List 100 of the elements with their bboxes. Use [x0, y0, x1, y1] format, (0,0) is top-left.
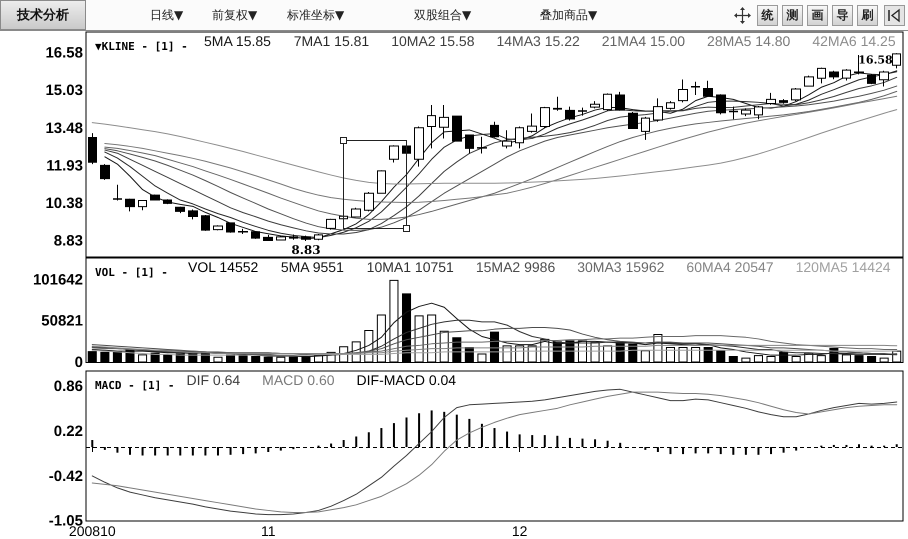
candlestick — [150, 194, 160, 202]
line-series — [92, 109, 898, 185]
y-tick-label: 8.83 — [54, 232, 83, 250]
candlestick — [829, 70, 839, 80]
candlestick — [452, 115, 462, 142]
dropdown-menu: 叠加商品▼ — [540, 8, 598, 22]
text: 42MA6 14.25 — [812, 33, 896, 49]
candlestick — [175, 206, 185, 214]
line-series — [104, 96, 898, 203]
text: 120MA5 14424 — [796, 259, 891, 275]
text: 14MA3 15.22 — [496, 33, 580, 49]
candlestick — [251, 230, 260, 240]
text: 5MA 15.85 — [204, 33, 272, 49]
line-series — [92, 344, 898, 354]
candlestick — [364, 192, 374, 212]
bar — [468, 418, 470, 448]
y-tick-label: 10.38 — [45, 194, 83, 212]
text: DIF 0.64 — [186, 372, 240, 388]
candlestick — [100, 164, 110, 180]
text: VOL 14552 — [188, 259, 259, 275]
candlestick — [678, 79, 688, 103]
candlestick — [804, 75, 814, 88]
candlestick — [716, 94, 726, 115]
text: 7MA1 15.81 — [294, 33, 370, 49]
candlestick — [238, 228, 248, 234]
candlestick — [641, 116, 650, 140]
candlestick — [389, 144, 399, 163]
candlestick — [414, 126, 424, 168]
y-tick-label: 16.58 — [45, 44, 83, 62]
candlestick — [113, 184, 122, 202]
y-tick-label: 13.48 — [45, 120, 83, 137]
candlestick — [138, 200, 147, 211]
bar — [832, 444, 835, 448]
candlestick — [791, 88, 801, 102]
text: 10MA2 15.58 — [391, 33, 475, 49]
dropdown-menu: 双股组合▼ — [414, 8, 472, 22]
candlestick — [289, 234, 298, 240]
candlestick — [527, 112, 537, 134]
candlestick — [201, 214, 210, 232]
candlestick — [615, 91, 625, 112]
x-tick-label: 11 — [260, 523, 276, 539]
candlestick — [603, 92, 612, 112]
candlestick — [439, 104, 449, 139]
toolbar-button: 刷 — [857, 5, 878, 26]
y-tick-label: 0.22 — [54, 423, 83, 440]
tab-button: 技术分析 — [0, 0, 86, 30]
candlestick — [867, 73, 876, 85]
text: MACD 0.60 — [262, 372, 335, 388]
text: VOL - [1] - — [95, 266, 168, 279]
x-tick-label: 12 — [512, 523, 528, 539]
candlestick — [263, 234, 273, 242]
candlestick — [779, 98, 788, 104]
candlestick — [226, 222, 235, 234]
bar — [531, 435, 534, 448]
candlestick — [741, 108, 751, 117]
candlestick — [879, 70, 889, 88]
candlestick — [213, 224, 223, 231]
annotation: 8.83 — [291, 243, 321, 257]
bar — [896, 444, 898, 448]
y-tick-label: 101642 — [32, 271, 83, 288]
text: 30MA3 15962 — [577, 259, 665, 275]
toolbar-button: 统 — [757, 5, 778, 26]
candlestick — [301, 235, 311, 242]
bar — [594, 439, 596, 448]
text: ▼KLINE - [1] - — [95, 40, 188, 53]
toolbar-button: 测 — [782, 5, 803, 26]
bar — [406, 417, 408, 448]
candlestick — [892, 52, 901, 69]
candlestick — [465, 134, 474, 154]
candlestick — [578, 107, 587, 116]
candlestick — [351, 207, 361, 218]
candlestick — [490, 121, 499, 138]
candlestick — [477, 136, 487, 154]
text: 5MA 9551 — [280, 259, 344, 275]
toolbar-button: 导 — [832, 5, 853, 26]
y-tick-label: 0 — [74, 354, 83, 371]
candlestick — [666, 100, 675, 110]
candlestick — [628, 112, 638, 130]
dropdown-menu: 日线▼ — [150, 8, 184, 22]
y-tick-label: -0.42 — [48, 468, 83, 486]
candlestick — [88, 132, 97, 165]
y-tick-label: 50821 — [41, 312, 83, 330]
candlestick — [590, 100, 600, 109]
candlestick — [565, 106, 575, 121]
candlestick — [377, 170, 386, 194]
bar — [342, 440, 345, 448]
y-tick-label: 11.93 — [46, 157, 83, 174]
y-tick-label: 0.86 — [54, 378, 83, 395]
candlestick — [703, 80, 713, 98]
dropdown-menu: 标准坐标▼ — [287, 8, 344, 22]
candlestick — [163, 198, 172, 205]
candlestick — [502, 130, 512, 149]
candlestick — [553, 96, 562, 112]
candlestick — [326, 218, 336, 230]
candlestick — [314, 233, 323, 241]
candlestick — [540, 106, 550, 128]
text: 28MA5 14.80 — [707, 33, 791, 49]
candlestick — [653, 98, 663, 122]
candlestick — [188, 208, 198, 220]
toolbar-button: 画 — [807, 5, 828, 26]
